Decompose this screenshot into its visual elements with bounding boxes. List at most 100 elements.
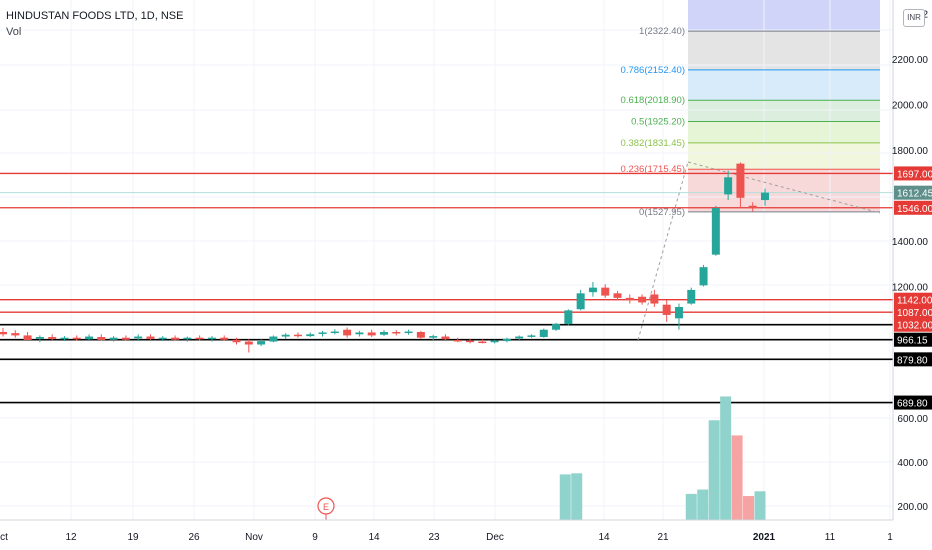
candle-body [134, 336, 143, 339]
candle-body [699, 267, 708, 286]
candle-body [466, 340, 475, 343]
candle-body [343, 329, 352, 336]
time-tick-label: 19 [127, 532, 139, 543]
price-tick-label: 1200.00 [892, 283, 929, 294]
candle-body [527, 335, 536, 337]
volume-legend-label: Vol [6, 26, 22, 38]
candle-body [724, 177, 733, 195]
time-tick-label: 23 [428, 532, 440, 543]
fib-level-label: 0.382(1831.45) [621, 138, 685, 149]
volume-bar [559, 474, 571, 548]
horizontal-lines [0, 172, 893, 404]
fibonacci-levels: 1(2322.40) 0.786(2152.40) 0.618(2018.90) 0.… [621, 26, 880, 218]
time-tick-label: 14 [598, 532, 610, 543]
candle-body [158, 337, 167, 340]
candle-body [711, 208, 720, 255]
candle-body [552, 324, 561, 330]
time-axis-bg [0, 520, 893, 550]
volume-bar [720, 396, 732, 548]
price-badge-label: 1697.00 [897, 169, 932, 180]
candle-body [625, 297, 634, 301]
price-badge-label: 1612.45 [897, 189, 932, 200]
fib-level-label: 0.786(2152.40) [621, 65, 685, 76]
candle-body [220, 337, 229, 340]
candle-body [244, 341, 253, 345]
candle-body [232, 339, 241, 343]
price-badge-label: 1546.00 [897, 204, 932, 215]
candle-body [588, 287, 597, 293]
earnings-marker[interactable]: E [317, 497, 335, 520]
candle-body [404, 331, 413, 334]
fib-level-label: 0.5(1925.20) [631, 117, 685, 128]
candle-body [207, 337, 216, 340]
candle-body [60, 337, 69, 340]
price-badge [894, 332, 932, 347]
fibonacci-retracement-fills [688, 0, 880, 212]
time-tick-label: 14 [368, 532, 380, 543]
price-badge [894, 166, 932, 181]
candle-body [650, 294, 659, 304]
candle-body [23, 335, 32, 340]
candle-body [281, 334, 290, 337]
price-badge [894, 352, 932, 367]
candle-body [146, 336, 155, 339]
candlesticks [0, 162, 769, 353]
fib-level-label: 0(1527.95) [639, 207, 685, 218]
candle-body [355, 332, 364, 335]
time-tick-label: 11 [825, 532, 836, 543]
price-tick-label: 1800.00 [892, 146, 929, 157]
volume-bar [571, 473, 583, 548]
candle-body [306, 334, 315, 337]
volume-tick-label: 200.00 [897, 502, 928, 513]
candle-body [416, 332, 425, 338]
volume-bar [731, 435, 743, 548]
candle-body [330, 331, 339, 334]
price-badge-label: 879.80 [897, 355, 928, 366]
time-tick-label: 2021 [753, 532, 776, 543]
price-axis-bg [893, 0, 932, 520]
candle-body [662, 304, 671, 315]
time-tick-label: 1 [887, 532, 893, 543]
time-axis[interactable]: ct 12 19 26 Nov 9 14 23 Dec 14 21 2021 11 1 [0, 519, 893, 550]
symbol-title: HINDUSTAN FOODS LTD, 1D, NSE [6, 10, 184, 22]
candle-body [380, 332, 388, 335]
time-tick-label: Nov [245, 532, 263, 543]
time-tick-label: 21 [657, 532, 669, 543]
candle-body [269, 336, 278, 342]
price-badge [894, 200, 932, 215]
price-tick-label: 2000.00 [892, 101, 929, 112]
price-badge-label: 1032.00 [897, 321, 932, 332]
volume-tick-label: 400.00 [897, 458, 928, 469]
earnings-marker-label: E [323, 502, 329, 512]
price-tick-label: 1400.00 [892, 237, 929, 248]
currency-badge[interactable]: INR [903, 9, 925, 27]
fib-zone [688, 31, 880, 70]
price-badge [894, 317, 932, 332]
volume-tick-label: 600.00 [897, 414, 928, 425]
candle-body [502, 338, 511, 342]
candle-body [478, 341, 487, 344]
price-badge-label: 689.80 [897, 399, 928, 410]
time-tick-label: Dec [486, 532, 504, 543]
candle-body [257, 341, 266, 345]
price-axis[interactable]: 2 2200.00 2000.00 1800.00 1400.00 1200.00 600.… [892, 0, 932, 520]
candle-body [539, 329, 548, 338]
trend-lines [637, 161, 881, 341]
candle-body [392, 332, 401, 334]
candle-body [72, 337, 81, 340]
fib-zone-top [688, 0, 880, 32]
price-badge [894, 305, 932, 320]
fib-zone [688, 142, 880, 170]
candle-body [761, 192, 769, 201]
candle-body [183, 337, 192, 340]
candle-body [601, 287, 610, 296]
time-tick-label: 26 [188, 532, 200, 543]
candle-body [736, 163, 745, 198]
candle-body [490, 340, 499, 343]
candle-body [195, 337, 204, 340]
price-badge [894, 185, 932, 200]
candle-body [85, 336, 94, 340]
candle-body [613, 293, 622, 298]
candle-body [576, 293, 585, 310]
